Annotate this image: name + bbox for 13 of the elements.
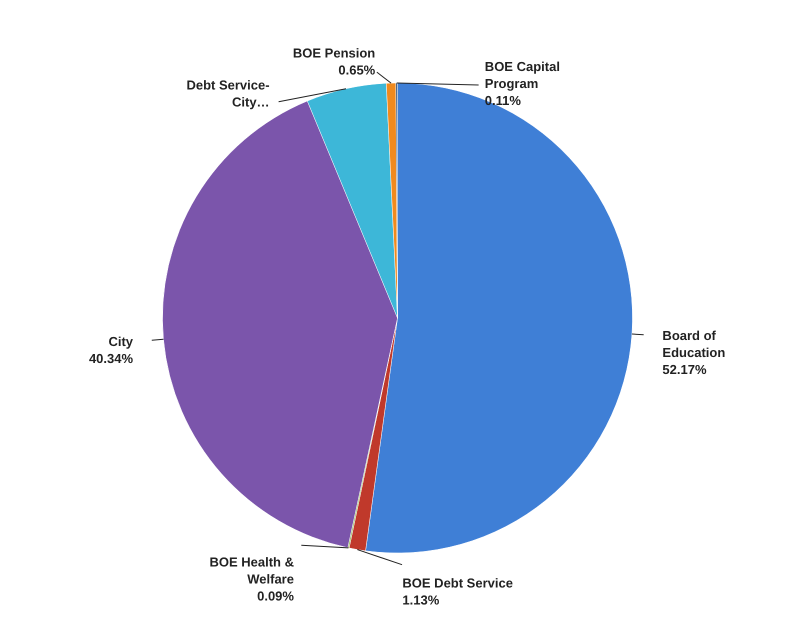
slice-label: Debt Service-City… xyxy=(186,77,270,110)
data-label: 0.65% xyxy=(338,62,376,78)
slice-label: City xyxy=(108,334,134,349)
data-label: 0.09% xyxy=(257,588,294,604)
data-label: 0.11% xyxy=(484,93,522,108)
slice-label: BOE Health & Welfare xyxy=(209,554,294,587)
slice-label: BOE Debt Service xyxy=(402,576,513,591)
slice-label: BOE Capital Program xyxy=(484,59,560,92)
slice-label: BOE Pension xyxy=(292,45,376,60)
data-label: 40.34% xyxy=(88,350,134,366)
data-label: 1.13% xyxy=(402,592,440,608)
data-label: 52.17% xyxy=(662,362,707,378)
slice-label: Board of Education xyxy=(662,328,726,360)
